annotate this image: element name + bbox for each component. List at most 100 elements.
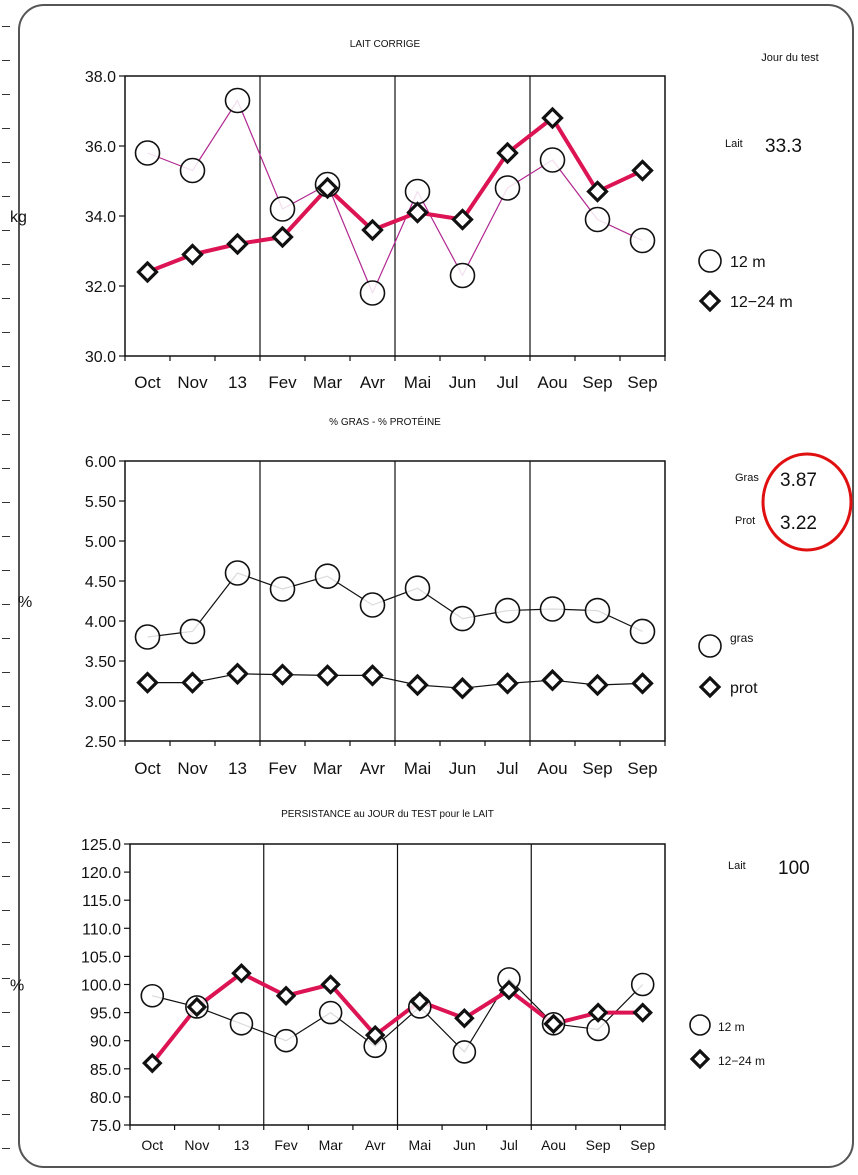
data-point-diamond [406, 201, 429, 224]
data-point-circle [269, 576, 296, 602]
legend-diamond-icon [698, 289, 722, 313]
left-strip-tick [2, 706, 10, 707]
legend-label: 12 m [718, 1020, 745, 1034]
y-tick-label: 75.0 [90, 1118, 121, 1135]
y-tick-label: 38.0 [85, 69, 116, 86]
left-strip-tick [2, 1012, 10, 1013]
data-point-circle [224, 87, 251, 114]
y-tick-label: 30.0 [85, 349, 116, 366]
x-tick-label: Jul [497, 373, 519, 392]
y-tick-label: 2.50 [85, 734, 116, 751]
data-point-circle [584, 597, 611, 624]
data-point-diamond [631, 159, 654, 182]
data-point-circle [269, 196, 296, 222]
x-tick-label: Oct [134, 759, 161, 778]
data-point-circle [404, 575, 431, 602]
data-point-circle [404, 178, 431, 205]
data-point-circle [494, 597, 521, 624]
left-strip-tick [2, 162, 10, 163]
left-strip-tick [2, 128, 10, 129]
x-tick-label: Mai [404, 373, 431, 392]
data-point-circle [449, 262, 476, 289]
data-point-diamond [271, 225, 294, 249]
data-point-circle [629, 618, 656, 645]
left-strip-tick [2, 1046, 10, 1047]
x-tick-label: Mar [313, 759, 343, 778]
legend-circle-icon [698, 634, 722, 658]
data-point-diamond [186, 996, 208, 1018]
chart-title: PERSISTANCE au JOUR du TEST pour le LAIT [281, 809, 494, 820]
left-strip-tick [2, 468, 10, 469]
data-point-diamond [451, 676, 474, 700]
left-strip-tick [2, 26, 10, 27]
outer-frame [18, 4, 854, 1168]
legend-diamond-icon [689, 1048, 711, 1070]
data-point-diamond [364, 1024, 386, 1046]
y-tick-label: 95.0 [90, 1006, 121, 1023]
data-point-diamond [361, 218, 384, 242]
x-tick-label: Avr [360, 759, 386, 778]
y-tick-label: 80.0 [90, 1090, 121, 1107]
x-tick-label: Jul [497, 759, 519, 778]
x-tick-label: 13 [234, 1137, 250, 1153]
x-tick-label: Mai [404, 759, 431, 778]
y-tick-label: 4.00 [85, 614, 116, 631]
left-strip-tick [2, 434, 10, 435]
y-tick-label: 125.0 [81, 837, 121, 854]
left-strip-tick [2, 1114, 10, 1115]
data-point-circle [452, 1040, 477, 1064]
data-point-circle [449, 605, 476, 632]
left-strip-tick [2, 604, 10, 605]
data-point-circle [318, 1000, 343, 1025]
y-tick-label: 100.0 [81, 978, 121, 995]
data-point-diamond [136, 260, 159, 284]
data-point-diamond [226, 662, 249, 686]
left-strip-tick [2, 196, 10, 197]
highlight-circle [761, 452, 853, 552]
data-point-circle [359, 592, 386, 618]
left-strip-tick [2, 638, 10, 639]
x-tick-label: Avr [365, 1137, 386, 1153]
data-point-circle [629, 227, 656, 254]
y-tick-label: 4.50 [85, 574, 116, 591]
y-axis-unit: kg [10, 209, 27, 226]
data-point-diamond [587, 1002, 609, 1023]
left-strip-tick [2, 808, 10, 809]
x-tick-label: Nov [184, 1137, 209, 1153]
x-tick-label: Aou [537, 373, 567, 392]
data-point-diamond [142, 1052, 163, 1074]
data-point-circle [314, 563, 341, 590]
data-point-diamond [361, 664, 384, 687]
legend-circle-icon [698, 249, 722, 273]
x-tick-label: 13 [228, 759, 247, 778]
left-strip-tick [2, 1148, 10, 1149]
side-label: Lait [725, 138, 743, 150]
data-point-diamond [181, 243, 204, 266]
jour-du-test-label: Jour du test [761, 52, 818, 64]
y-tick-label: 115.0 [82, 893, 121, 910]
x-tick-label: Oct [141, 1137, 163, 1153]
data-point-diamond [409, 991, 431, 1012]
data-point-circle [229, 1012, 254, 1036]
y-tick-label: 5.00 [85, 534, 116, 551]
x-tick-label: Fev [268, 373, 297, 392]
data-point-diamond [631, 672, 654, 695]
data-point-diamond [275, 985, 297, 1007]
legend-label: 12 m [730, 254, 766, 271]
legend-label: 12−24 m [730, 294, 793, 311]
data-point-diamond [226, 232, 249, 256]
x-tick-label: Aou [541, 1137, 566, 1153]
y-tick-label: 3.50 [85, 654, 116, 671]
side-value: 33.3 [765, 136, 802, 157]
data-point-diamond [271, 663, 294, 686]
chart-title: LAIT CORRIGE [350, 39, 421, 50]
x-tick-label: Fev [268, 759, 297, 778]
x-tick-label: Mai [409, 1137, 432, 1153]
left-strip-tick [2, 502, 10, 503]
legend-label: gras [730, 631, 753, 645]
left-strip-tick [2, 978, 10, 979]
y-tick-label: 5.50 [85, 494, 116, 511]
left-strip-tick [2, 264, 10, 265]
data-point-circle [359, 280, 386, 306]
